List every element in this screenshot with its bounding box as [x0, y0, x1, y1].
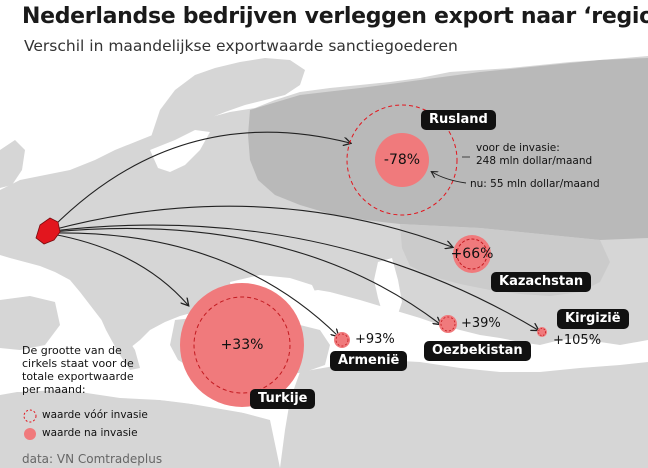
land-middle-east [280, 360, 648, 468]
note-after: nu: 55 mln dollar/maand [470, 178, 600, 190]
change-oezbekistan: +39% [461, 316, 501, 331]
label-armenie: Armenië [330, 351, 408, 371]
caspian-sea [374, 258, 402, 320]
arrow-kazachstan [51, 205, 452, 247]
circle-rusland-before [346, 104, 458, 216]
arrow-oezbekistan [51, 227, 440, 324]
note-before-label: voor de invasie: [476, 142, 560, 154]
change-kazachstan: +66% [450, 246, 494, 262]
circles [180, 104, 547, 407]
netherlands-origin [35, 217, 61, 245]
legend-after-icon [24, 428, 36, 440]
baltic-sea [150, 130, 210, 172]
arrow-turkije [51, 233, 188, 305]
land-uk [0, 140, 25, 188]
label-oezbekistan: Oezbekistan [424, 341, 531, 361]
label-kirgizie: Kirgizië [557, 309, 629, 329]
source-note: data: VN Comtradeplus [22, 452, 163, 466]
legend-after-label: waarde na invasie [42, 427, 138, 439]
circle-kazachstan-before [456, 238, 488, 270]
label-rusland: Rusland [421, 110, 496, 130]
change-turkije: +33% [220, 337, 264, 353]
page-subtitle: Verschil in maandelijkse exportwaarde sa… [24, 37, 458, 55]
land-scandinavia [150, 58, 305, 140]
label-turkije: Turkije [250, 389, 316, 409]
page-title: Nederlandse bedrijven verleggen export n… [22, 4, 648, 29]
change-armenie: +93% [355, 332, 395, 347]
circle-kazachstan-after [453, 235, 491, 273]
land-iberia [0, 296, 60, 350]
russia-region [248, 58, 648, 240]
land-africa [0, 388, 280, 468]
legend-before-icon [23, 409, 37, 423]
circle-rusland-after [375, 133, 429, 187]
note-before-value: 248 mln dollar/maand [476, 155, 593, 167]
arrow-armenie [51, 232, 338, 336]
arrows [51, 131, 538, 336]
circle-turkije-after [180, 283, 304, 407]
label-kazachstan: Kazachstan [491, 272, 592, 292]
circle-armenie-before [335, 333, 349, 347]
note-connector-after [432, 172, 467, 184]
legend-before-label: waarde vóór invasie [42, 409, 148, 421]
arrow-kirgizie [51, 224, 538, 330]
circle-turkije-before [193, 296, 291, 394]
change-rusland: -78% [383, 152, 421, 168]
circle-oezbekistan-before [440, 316, 456, 332]
land-italy [98, 300, 140, 370]
circle-oezbekistan-after [439, 315, 457, 333]
circle-kirgizie-before [538, 328, 546, 336]
arrow-rusland [51, 131, 350, 229]
mediterranean [0, 345, 282, 418]
legend-description: De grootte van de cirkels staat voor de … [22, 344, 134, 396]
change-kirgizie: +105% [553, 333, 602, 348]
